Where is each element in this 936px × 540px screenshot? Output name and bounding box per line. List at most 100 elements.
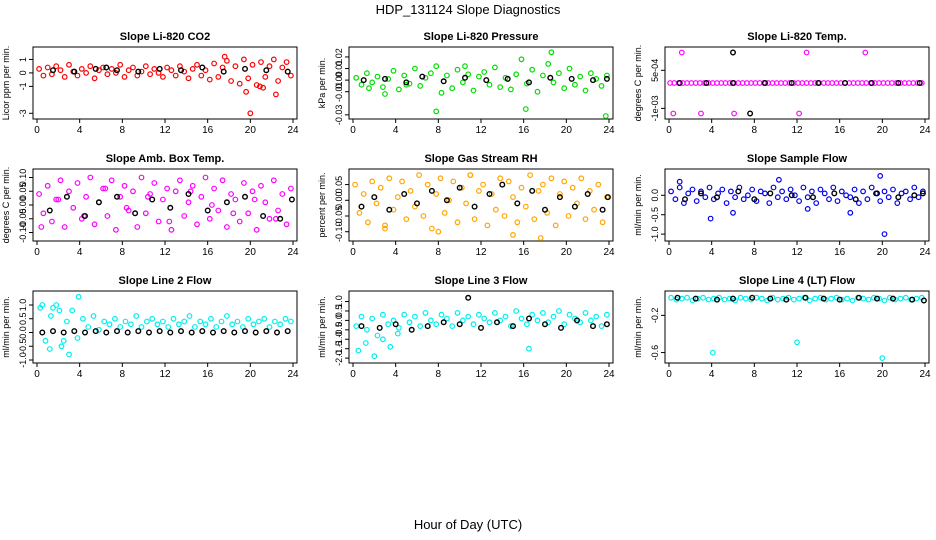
data-point [492, 64, 498, 71]
data-point [283, 221, 290, 228]
y-tick-label: 0.02 [334, 48, 344, 66]
data-point [813, 200, 820, 207]
data-point [261, 315, 268, 322]
x-tick-label: 8 [120, 247, 126, 258]
data-point [721, 296, 728, 303]
data-point [211, 60, 218, 67]
data-point [138, 174, 145, 181]
y-tick-label: 0.5 [18, 312, 28, 325]
panel-1: Slope Li-820 CO2 0 4 8 12 16 20 24 -3 -1 0 1 Licor p… [1, 31, 299, 136]
data-point [719, 186, 726, 193]
y-tick-label: 1.0 [334, 295, 344, 308]
data-point [377, 184, 384, 191]
x-tick-label: 12 [159, 125, 171, 136]
highlight-point [424, 323, 431, 330]
data-point [240, 56, 247, 63]
data-point [266, 324, 273, 330]
data-point [57, 67, 64, 74]
data-point [70, 204, 77, 211]
data-point [476, 73, 482, 80]
highlight-point [604, 194, 611, 201]
data-point [591, 206, 597, 213]
plot-frame [664, 168, 930, 242]
y-tick-label: 0.00 [18, 196, 28, 214]
x-tick-label: 4 [393, 247, 399, 258]
x-tick-label: 16 [518, 125, 530, 136]
data-point [117, 324, 124, 330]
data-point [387, 343, 394, 350]
highlight-point [682, 196, 689, 203]
data-point [420, 213, 427, 219]
highlight-point [188, 329, 195, 336]
data-point [79, 315, 86, 322]
data-point [194, 221, 200, 228]
highlight-point [81, 212, 88, 219]
y-tick-label: -0.5 [18, 338, 28, 354]
data-point [53, 196, 60, 203]
highlight-point [371, 194, 378, 201]
highlight-point [547, 74, 554, 81]
x-tick-label: 8 [752, 125, 758, 136]
data-point [700, 294, 706, 301]
y-tick-label: -1.0 [18, 352, 28, 368]
panel-title: Slope Li-820 Temp. [747, 31, 846, 43]
highlight-point [135, 68, 142, 75]
y-tick-label: -1.0 [334, 331, 344, 347]
highlight-point [241, 193, 248, 200]
data-point [165, 324, 172, 330]
data-point [100, 64, 106, 71]
highlight-point [749, 294, 756, 301]
data-point [860, 188, 866, 195]
x-tick-label: 4 [393, 125, 399, 136]
data-point [540, 310, 546, 316]
data-point [142, 210, 149, 217]
data-point [170, 315, 177, 322]
highlight-point [274, 329, 281, 336]
highlight-point [810, 194, 817, 201]
data-point [535, 187, 542, 194]
data-point [706, 184, 713, 191]
data-point [385, 75, 392, 82]
y-tick-label: -0.10 [18, 222, 28, 243]
data-point [552, 222, 559, 229]
highlight-point [392, 321, 399, 328]
data-point [561, 178, 568, 185]
highlight-point [408, 326, 415, 333]
data-point [676, 184, 683, 191]
y-tick-label: 0.05 [18, 182, 28, 200]
data-point [902, 188, 909, 195]
data-point [689, 186, 696, 193]
data-point [382, 91, 388, 97]
data-point [422, 74, 429, 81]
highlight-point [440, 78, 447, 85]
data-point [838, 188, 845, 195]
highlight-point [414, 200, 421, 207]
data-point [364, 70, 370, 77]
highlight-point [714, 296, 721, 303]
panel-title: Slope Amb. Box Temp. [106, 153, 225, 165]
data-point [870, 294, 877, 301]
data-point [417, 323, 424, 330]
panel-title: Slope Sample Flow [747, 153, 848, 165]
y-axis-label: kPa per min. [317, 58, 327, 109]
data-point [374, 73, 381, 80]
highlight-point [802, 294, 809, 301]
data-point [223, 224, 230, 230]
data-point [518, 184, 525, 191]
data-point [362, 340, 369, 346]
highlight-point [842, 79, 849, 86]
highlight-point [494, 319, 501, 326]
data-point [44, 182, 51, 189]
x-tick-label: 20 [561, 369, 573, 380]
data-point [181, 318, 188, 325]
data-point [228, 78, 235, 84]
data-point [61, 224, 68, 230]
data-point [369, 315, 376, 322]
data-point [279, 191, 286, 197]
highlight-point [220, 328, 227, 335]
data-point [412, 313, 418, 320]
highlight-point [730, 295, 737, 302]
data-point [471, 216, 478, 223]
highlight-point [499, 181, 506, 188]
